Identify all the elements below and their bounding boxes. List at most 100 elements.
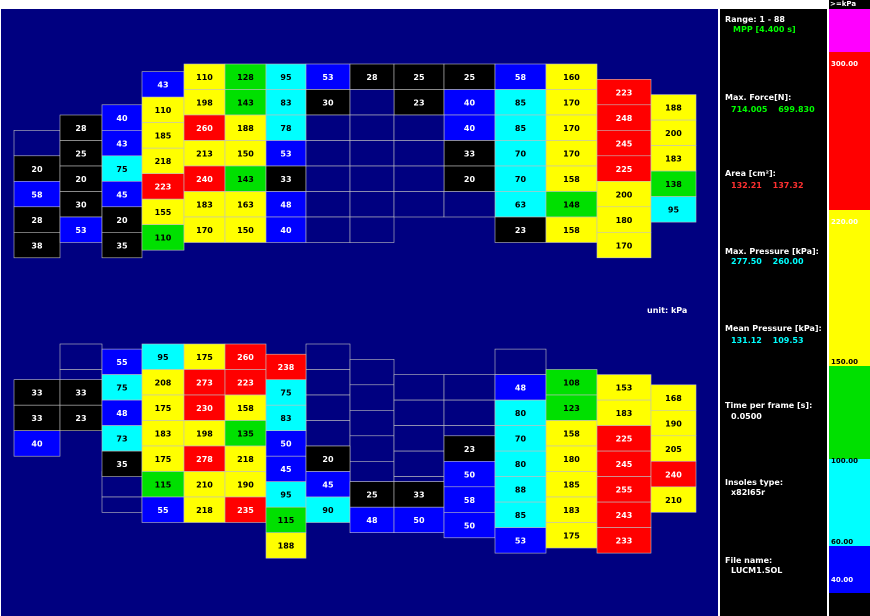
top-cell: 170 [545,114,598,141]
top-cell-value: 48 [280,201,292,210]
mpp-label: MPP [4.400 s] [733,25,796,34]
bottom-cell: 48 [349,506,395,534]
top-cell-value: 170 [563,99,580,108]
bottom-cell: 190 [650,409,697,437]
top-cell-value: 188 [237,124,254,133]
bottom-cell-value: 50 [413,516,425,525]
bottom-cell: 95 [141,343,185,370]
top-cell-value: 95 [668,206,680,215]
top-cell-value: 223 [155,183,172,192]
bottom-cell: 75 [101,374,143,401]
unit-label: unit: kPa [647,306,688,315]
bottom-cell: 225 [596,425,652,452]
bottom-cell-value: 23 [464,445,475,454]
top-cell-value: 53 [280,150,291,159]
bottom-cell-value: 235 [237,506,254,515]
top-cell-value: 213 [196,150,213,159]
top-cell: 43 [101,130,143,157]
top-cell-value: 248 [616,114,633,123]
top-cell: 170 [183,216,226,243]
top-cell: 110 [141,224,185,251]
top-cell: 40 [101,104,143,131]
scale-band-yellow [829,210,870,366]
top-cell-value: 158 [563,226,580,235]
top-cell-value: 40 [280,226,292,235]
bottom-cell: 33 [393,481,445,508]
top-cell-value: 170 [616,241,633,250]
bottom-cell-value: 95 [157,353,169,362]
top-cell: 155 [141,198,185,225]
bottom-empty-cell [393,450,445,477]
bottom-cell-value: 50 [464,521,476,530]
top-cell-value: 35 [116,241,128,250]
bottom-cell-value: 48 [366,516,378,525]
bottom-cell: 45 [265,455,307,483]
bottom-cell: 230 [183,394,226,421]
bottom-cell-value: 75 [116,384,128,393]
max-pressure-label: Max. Pressure [kPa]: [725,247,819,256]
bottom-cell-value: 55 [116,358,128,367]
bottom-empty-cell [305,369,351,396]
bottom-empty-cell [393,399,445,426]
top-cell: 23 [494,216,547,243]
max-pressure-right-value: 260.00 [772,257,804,266]
top-empty-cell [393,114,445,141]
bottom-cell: 240 [650,460,697,488]
bottom-cell: 245 [596,450,652,477]
top-cell: 225 [596,155,652,182]
top-cell-value: 170 [563,124,580,133]
top-cell-value: 30 [322,99,334,108]
bottom-cell-value: 153 [616,384,633,393]
top-cell: 25 [59,140,103,167]
bottom-cell-value: 108 [563,379,580,388]
top-cell: 158 [545,216,598,243]
max-pressure-left-value: 277.50 [731,257,762,266]
top-cell-value: 78 [280,124,292,133]
bottom-cell-value: 208 [155,379,172,388]
top-cell: 200 [596,181,652,208]
pressure-plot-area[interactable]: 20 58 28 38 28 25 20 30 53 40 43 75 45 20 35 43 110 185 21… [1,9,718,616]
top-cell: 143 [224,89,267,116]
bottom-cell: 35 [101,450,143,477]
top-cell: 200 [650,119,697,146]
top-cell: 75 [101,155,143,182]
top-cell-value: 40 [116,114,128,123]
bottom-cell-value: 210 [196,481,213,490]
top-cell-value: 260 [196,124,213,133]
top-cell: 25 [393,63,445,90]
bottom-cell-value: 158 [563,430,580,439]
top-cell: 43 [141,71,185,98]
top-cell-value: 240 [196,175,213,184]
bottom-cell-value: 48 [116,409,128,418]
scale-band-magenta [829,9,870,52]
bottom-cell: 123 [545,394,598,421]
top-cell-value: 25 [464,73,476,82]
top-cell-value: 218 [155,157,172,166]
top-cell-value: 148 [563,201,580,210]
top-cell: 53 [305,63,351,90]
bottom-cell: 175 [183,343,226,370]
top-cell-value: 43 [157,81,168,90]
bottom-cell-value: 278 [196,455,213,464]
max-pressure-group: Max. Pressure [kPa]: 277.50 260.00 [725,247,819,266]
pressure-map-canvas: 20 58 28 38 28 25 20 30 53 40 43 75 45 20 35 43 110 185 21… [13,63,697,559]
top-cell-value: 70 [515,150,527,159]
bottom-cell-value: 260 [237,353,254,362]
top-cell: 35 [101,232,143,259]
bottom-empty-cell [305,420,351,447]
top-cell: 95 [265,63,307,90]
top-cell: 85 [494,89,547,116]
top-cell-value: 183 [665,155,682,164]
top-cell-value: 53 [322,73,333,82]
top-cell-value: 200 [616,190,633,199]
scale-tick-100: 100.00 [831,457,859,465]
top-cell: 180 [596,206,652,233]
bottom-cell-value: 88 [515,486,527,495]
bottom-cell-value: 45 [280,465,292,474]
top-cell-value: 85 [515,99,527,108]
bottom-empty-cell [443,425,496,437]
bottom-cell-value: 175 [155,455,172,464]
top-cell-value: 58 [31,190,43,199]
bottom-empty-cell [349,409,395,437]
bottom-cell-value: 245 [616,460,633,469]
